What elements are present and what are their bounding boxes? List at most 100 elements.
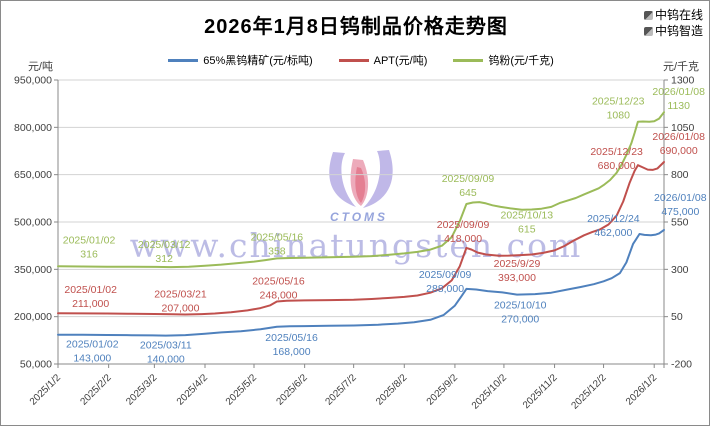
annotation-date: 2025/09/09 [419, 269, 472, 281]
annotation-date: 2025/03/21 [154, 288, 207, 300]
annotation: 2025/10/13 615 [501, 210, 554, 236]
annotation-value: 680,000 [598, 160, 636, 172]
annotation-date: 2026/01/08 [654, 192, 707, 204]
annotation: 2025/12/24 462,000 [587, 213, 640, 239]
brand-block: 中钨在线 中钨智造 [643, 7, 703, 39]
x-tick-label: 2025/9/2 [425, 372, 461, 408]
x-tick-label: 2025/8/2 [374, 372, 410, 408]
annotation-date: 2025/10/10 [494, 300, 547, 312]
x-tick-label: 2025/12/2 [569, 372, 609, 412]
x-tick-label: 2025/7/2 [323, 372, 359, 408]
logo-middle-core [355, 167, 366, 203]
legend-item-wolframite: 65%黑钨精矿(元/标吨) [168, 52, 313, 68]
chart-title: 2026年1月8日钨制品价格走势图 [204, 16, 508, 38]
annotation-date: 2025/05/16 [251, 231, 304, 243]
annotation-date: 2025/09/09 [437, 219, 490, 231]
left-tick-label: 800,000 [14, 122, 52, 134]
series-line-1 [57, 161, 665, 316]
right-tick-label: 1300 [671, 75, 695, 87]
x-tick-label: 2026/1/2 [624, 372, 660, 408]
annotation-date: 2025/01/02 [63, 234, 116, 246]
brand-row-ctia-smart: 中钨智造 [643, 23, 703, 39]
annotation-date: 2025/9/29 [494, 258, 541, 270]
annotations: 2025/01/02143,0002025/03/11140,0002025/0… [63, 86, 707, 365]
annotation: 2025/10/10 270,000 [494, 300, 547, 326]
x-tick-label: 2025/10/2 [470, 372, 510, 412]
annotation: 2026/01/08 475,000 [654, 192, 707, 218]
right-tick-label: 1050 [671, 122, 695, 134]
legend-line-swatch [338, 58, 369, 62]
annotation-value: 690,000 [660, 145, 698, 157]
left-tick-label: 950,000 [14, 75, 52, 87]
annotation: 2025/09/09 288,000 [419, 269, 472, 295]
left-tick-label: 350,000 [14, 264, 52, 276]
annotation: 2025/09/09 418,000 [437, 219, 490, 245]
annotation: 2025/9/29 393,000 [494, 258, 541, 284]
annotation: 2026/01/08 690,000 [652, 131, 705, 157]
annotation-value: 168,000 [273, 346, 311, 358]
annotation-date: 2025/12/24 [587, 213, 640, 225]
x-tick-label: 2025/3/2 [124, 372, 160, 408]
series-line-0 [57, 228, 665, 337]
left-tick-label: 50,000 [20, 359, 52, 371]
right-tick-label: 550 [671, 217, 689, 229]
chart-legend: 65%黑钨精矿(元/标吨) APT(元/吨) 钨粉(元/千克) [58, 52, 664, 68]
x-tick-label: 2025/2/2 [78, 372, 114, 408]
annotation-date: 2026/01/08 [652, 86, 705, 98]
left-tick-label: 500,000 [14, 217, 52, 229]
left-axis-unit-label: 元/吨 [27, 61, 53, 73]
annotation-value: 615 [518, 224, 536, 236]
annotation-value: 645 [459, 187, 477, 199]
annotation: 2026/01/08 1130 [652, 86, 705, 112]
annotation: 2025/03/21 207,000 [154, 288, 207, 314]
annotation-value: 418,000 [444, 233, 482, 245]
annotation-value: 312 [155, 253, 173, 265]
annotation: 2025/05/16 168,000 [265, 332, 318, 358]
brand-logo-icon [643, 10, 653, 20]
left-tick-label: 650,000 [14, 169, 52, 181]
logo-ctoms-text: CTOMS [330, 210, 388, 224]
annotation: 2025/05/16 358 [251, 231, 304, 257]
right-tick-label: -200 [671, 359, 692, 371]
right-tick-label: 50 [671, 311, 683, 323]
right-tick-label: 800 [671, 169, 689, 181]
x-tick-label: 2025/1/2 [28, 372, 64, 408]
brand-row-ctia-online: 中钨在线 [643, 7, 703, 23]
legend-item-apt: APT(元/吨) [338, 52, 427, 68]
annotation: 2025/12/23 680,000 [590, 146, 643, 172]
annotation-date: 2025/03/12 [138, 239, 191, 251]
annotation-date: 2025/01/02 [66, 339, 119, 351]
gridlines [58, 79, 664, 365]
logo-left-petal [329, 152, 356, 207]
x-tick-label: 2025/4/2 [175, 372, 211, 408]
annotation: 2025/05/16 248,000 [252, 276, 305, 302]
annotation-value: 462,000 [594, 227, 632, 239]
annotation-date: 2025/12/23 [590, 146, 643, 158]
annotation-value: 358 [268, 245, 286, 257]
annotation: 2025/01/02 316 [63, 234, 116, 260]
x-tick-label: 2025/6/2 [274, 372, 310, 408]
annotation: 2025/03/12 312 [138, 239, 191, 265]
annotation-value: 248,000 [260, 290, 298, 302]
legend-line-swatch [168, 58, 199, 62]
annotation-value: 143,000 [73, 353, 111, 365]
annotation-date: 2025/12/23 [592, 96, 645, 108]
series-lines [57, 111, 665, 337]
annotation-date: 2025/10/13 [501, 210, 554, 222]
right-axis-unit-label: 元/千克 [663, 61, 700, 73]
legend-label: 钨粉(元/千克) [488, 55, 554, 67]
annotation: 2025/01/02 211,000 [64, 284, 117, 310]
annotation-value: 207,000 [162, 302, 200, 314]
annotation-date: 2025/09/09 [442, 173, 495, 185]
annotation: 2025/12/23 1080 [592, 96, 645, 122]
x-tick-label: 2025/11/2 [521, 372, 560, 411]
legend-item-tungsten-powder: 钨粉(元/千克) [453, 52, 554, 68]
annotation-value: 288,000 [426, 283, 464, 295]
annotation-value: 1080 [607, 110, 631, 122]
brand-label: 中钨智造 [654, 24, 703, 38]
annotation-value: 316 [80, 248, 98, 260]
annotation-date: 2025/05/16 [265, 332, 318, 344]
annotation-value: 211,000 [72, 298, 109, 310]
